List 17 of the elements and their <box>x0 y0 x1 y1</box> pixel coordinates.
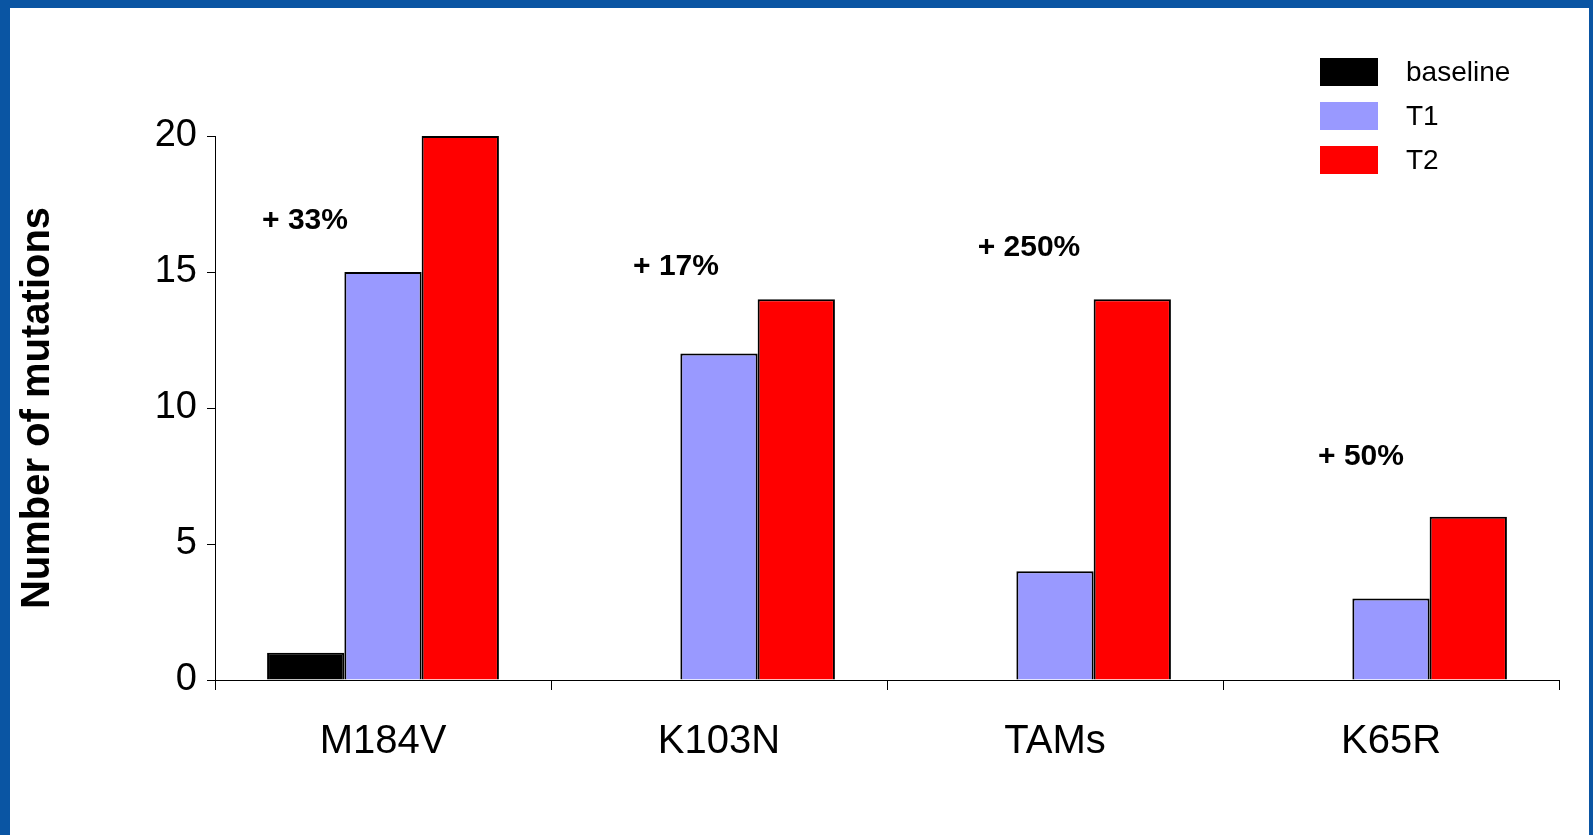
x-tick-label: K65R <box>1340 717 1442 762</box>
x-tick-label: M184V <box>319 717 447 762</box>
legend-label: T1 <box>1406 100 1439 132</box>
legend-label: T2 <box>1406 144 1439 176</box>
y-tick-label: 20 <box>154 112 197 155</box>
y-axis-title: Number of mutations <box>13 206 58 610</box>
x-tick-label: K103N <box>657 717 781 762</box>
y-tick-label: 5 <box>175 520 197 563</box>
annotation: + 33% <box>262 201 348 235</box>
annotation: + 250% <box>977 228 1081 262</box>
legend-label: baseline <box>1406 56 1511 88</box>
annotation: + 50% <box>1318 438 1404 472</box>
annotation: + 17% <box>633 247 719 281</box>
y-tick-label: 15 <box>154 248 197 291</box>
y-tick-label: 0 <box>175 656 197 699</box>
y-tick-label: 10 <box>154 384 197 427</box>
x-tick-label: TAMs <box>1004 717 1106 762</box>
